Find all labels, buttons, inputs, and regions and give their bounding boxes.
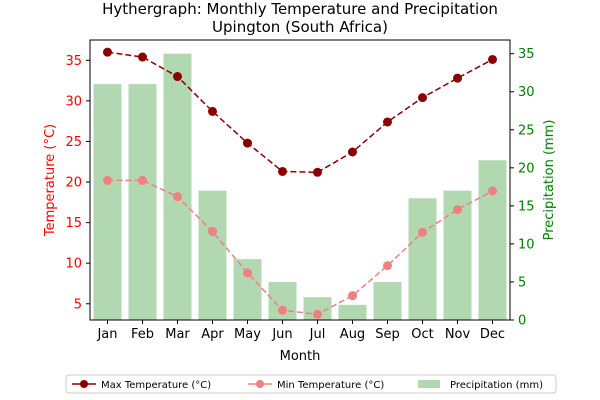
precip-bar-feb <box>128 84 157 320</box>
precip-bar-apr <box>198 190 227 320</box>
left-tick-label-5: 5 <box>74 297 82 312</box>
min-temp-point-jun <box>278 305 287 315</box>
min-temp-line <box>107 179 493 316</box>
right-tick-label-25: 25 <box>518 123 535 138</box>
max-temp-point-feb <box>138 52 147 62</box>
right-tick-label-35: 35 <box>518 47 535 62</box>
precip-bar-aug <box>338 304 367 320</box>
chart-title: Hythergraph: Monthly Temperature and Pre… <box>102 0 498 18</box>
left-tick-label-30: 30 <box>65 94 82 109</box>
x-tick-label-feb: Feb <box>131 327 154 342</box>
x-tick-label-may: May <box>234 327 261 342</box>
right-tick-label-30: 30 <box>518 85 535 100</box>
legend-precip-patch <box>418 380 440 388</box>
precip-bar-oct <box>408 198 437 320</box>
x-tick-label-sep: Sep <box>375 327 400 342</box>
right-tick-label-5: 5 <box>518 275 526 290</box>
legend: Max Temperature (°C) Min Temperature (°C… <box>65 374 557 394</box>
legend-max-label: Max Temperature (°C) <box>101 380 211 391</box>
x-tick-label-oct: Oct <box>411 327 433 342</box>
legend-min-label: Min Temperature (°C) <box>277 380 384 391</box>
min-temp-point-sep <box>383 261 392 271</box>
min-temp-point-jul <box>313 309 322 319</box>
left-tick-label-10: 10 <box>65 257 82 272</box>
precip-bar-mar <box>163 53 192 321</box>
precipitation-bars <box>93 53 507 321</box>
legend-box <box>65 374 557 394</box>
max-temp-point-oct <box>418 93 427 103</box>
max-temp-point-jun <box>278 166 287 176</box>
left-tick-label-35: 35 <box>65 54 82 69</box>
precip-bar-dec <box>478 160 507 320</box>
right-axis-ticks: 0 5 10 15 20 25 30 35 <box>510 47 535 329</box>
max-temp-point-aug <box>348 147 357 157</box>
max-temp-point-jan <box>103 47 112 57</box>
legend-max-marker <box>80 380 88 388</box>
left-tick-label-20: 20 <box>65 176 82 191</box>
max-temp-point-nov <box>453 73 462 83</box>
x-tick-label-dec: Dec <box>480 327 505 342</box>
temperature-lines <box>103 47 497 319</box>
x-tick-label-jun: Jun <box>271 327 292 342</box>
min-temp-point-mar <box>173 192 182 202</box>
precip-bar-sep <box>373 281 402 320</box>
legend-min-marker <box>256 380 264 388</box>
precip-bar-may <box>233 259 262 320</box>
min-temp-point-jan <box>103 175 112 185</box>
x-tick-label-jan: Jan <box>96 327 117 342</box>
left-tick-label-25: 25 <box>65 135 82 150</box>
min-temp-point-may <box>243 268 252 278</box>
legend-precip-label: Precipitation (mm) <box>450 380 543 391</box>
x-tick-label-mar: Mar <box>165 327 190 342</box>
max-temp-point-may <box>243 138 252 148</box>
x-tick-label-apr: Apr <box>201 327 224 342</box>
right-tick-label-10: 10 <box>518 237 535 252</box>
min-temp-point-dec <box>488 186 497 196</box>
x-axis-ticks: Jan Feb Mar Apr May Jun Jul Aug Sep Oct Nov Dec <box>96 320 505 342</box>
min-temp-point-aug <box>348 291 357 301</box>
right-tick-label-15: 15 <box>518 199 535 214</box>
max-temp-point-apr <box>208 106 217 116</box>
x-tick-label-nov: Nov <box>445 327 471 342</box>
max-temp-point-sep <box>383 117 392 127</box>
right-tick-label-0: 0 <box>518 314 526 329</box>
min-temp-point-apr <box>208 227 217 237</box>
min-temp-point-nov <box>453 205 462 215</box>
x-axis-label: Month <box>280 349 321 364</box>
x-tick-label-aug: Aug <box>340 327 365 342</box>
min-temp-point-feb <box>138 175 147 185</box>
max-temp-point-dec <box>488 54 497 64</box>
left-axis-ticks: 5 10 15 20 25 30 35 <box>65 54 90 312</box>
precip-bar-jul <box>303 297 332 320</box>
chart-subtitle: Upington (South Africa) <box>212 18 388 36</box>
right-axis-label: Precipitation (mm) <box>542 120 557 241</box>
max-temp-line <box>107 51 493 174</box>
right-tick-label-20: 20 <box>518 161 535 176</box>
left-tick-label-15: 15 <box>65 216 82 231</box>
plot-frame <box>89 39 511 321</box>
x-tick-label-jul: Jul <box>309 327 326 342</box>
max-temp-point-mar <box>173 72 182 82</box>
left-axis-label: Temperature (°C) <box>43 124 58 237</box>
precip-bar-jan <box>93 84 122 320</box>
max-temp-point-jul <box>313 167 322 177</box>
min-temp-point-oct <box>418 227 427 237</box>
